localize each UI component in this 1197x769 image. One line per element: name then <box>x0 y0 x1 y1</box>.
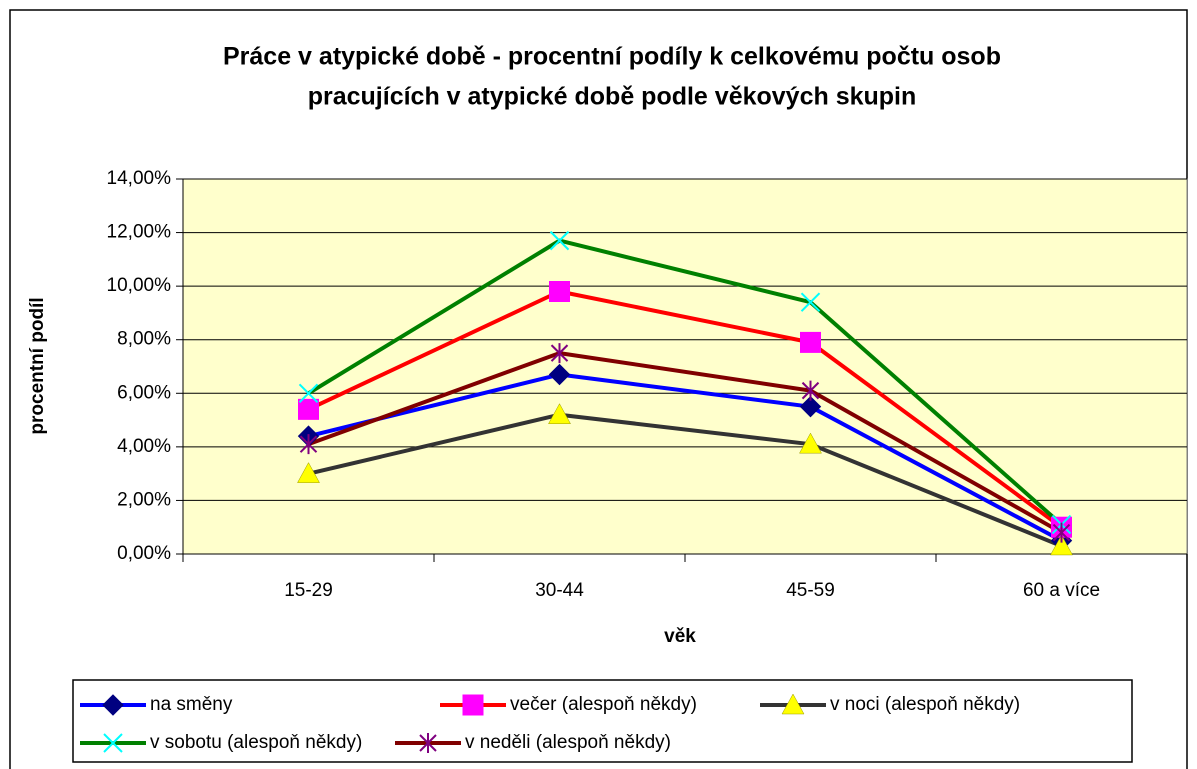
y-tick-label: 6,00% <box>117 382 171 403</box>
legend-label: v neděli (alespoň někdy) <box>465 732 671 753</box>
x-axis-label: věk <box>664 626 696 647</box>
y-tick-label: 4,00% <box>117 436 171 457</box>
marker <box>548 403 571 424</box>
x-tick-label: 45-59 <box>786 580 835 601</box>
legend-label: v sobotu (alespoň někdy) <box>150 732 362 753</box>
y-tick-label: 10,00% <box>107 275 172 296</box>
chart-title: pracujících v atypické době podle věkový… <box>308 83 917 111</box>
y-tick-label: 14,00% <box>107 168 172 189</box>
legend-label: večer (alespoň někdy) <box>510 694 697 715</box>
marker <box>297 462 320 483</box>
marker <box>799 432 822 454</box>
marker <box>1052 522 1071 543</box>
marker <box>299 434 318 455</box>
marker <box>1050 534 1073 556</box>
x-tick-label: 30-44 <box>535 580 584 601</box>
marker <box>799 395 822 418</box>
marker <box>801 380 820 401</box>
marker <box>549 230 570 251</box>
marker <box>103 733 123 753</box>
marker <box>800 331 821 353</box>
y-axis-label: procentní podíl <box>27 297 48 434</box>
plot-area <box>182 178 1188 555</box>
marker <box>419 733 437 753</box>
series-line <box>308 372 1063 543</box>
series-line <box>307 238 1063 527</box>
marker <box>550 343 569 364</box>
x-tick-label: 60 a více <box>1023 580 1100 601</box>
x-tick-label: 15-29 <box>284 580 333 601</box>
marker <box>800 292 821 312</box>
y-tick-label: 12,00% <box>107 222 172 243</box>
marker <box>102 694 124 716</box>
legend-label: v noci (alespoň někdy) <box>830 694 1020 715</box>
y-tick-label: 8,00% <box>117 329 171 350</box>
marker <box>298 383 319 403</box>
marker <box>298 398 319 420</box>
marker <box>549 281 570 302</box>
marker <box>548 363 571 386</box>
marker <box>462 694 484 716</box>
series-line <box>308 412 1063 548</box>
y-tick-label: 0,00% <box>117 543 171 564</box>
legend-label: na směny <box>150 694 233 715</box>
series-line <box>307 289 1063 529</box>
legend <box>72 679 1133 763</box>
y-tick-label: 2,00% <box>117 489 171 510</box>
marker <box>781 693 805 715</box>
series-line <box>307 351 1063 535</box>
chart-title: Práce v atypické době - procentní podíly… <box>223 43 1001 71</box>
